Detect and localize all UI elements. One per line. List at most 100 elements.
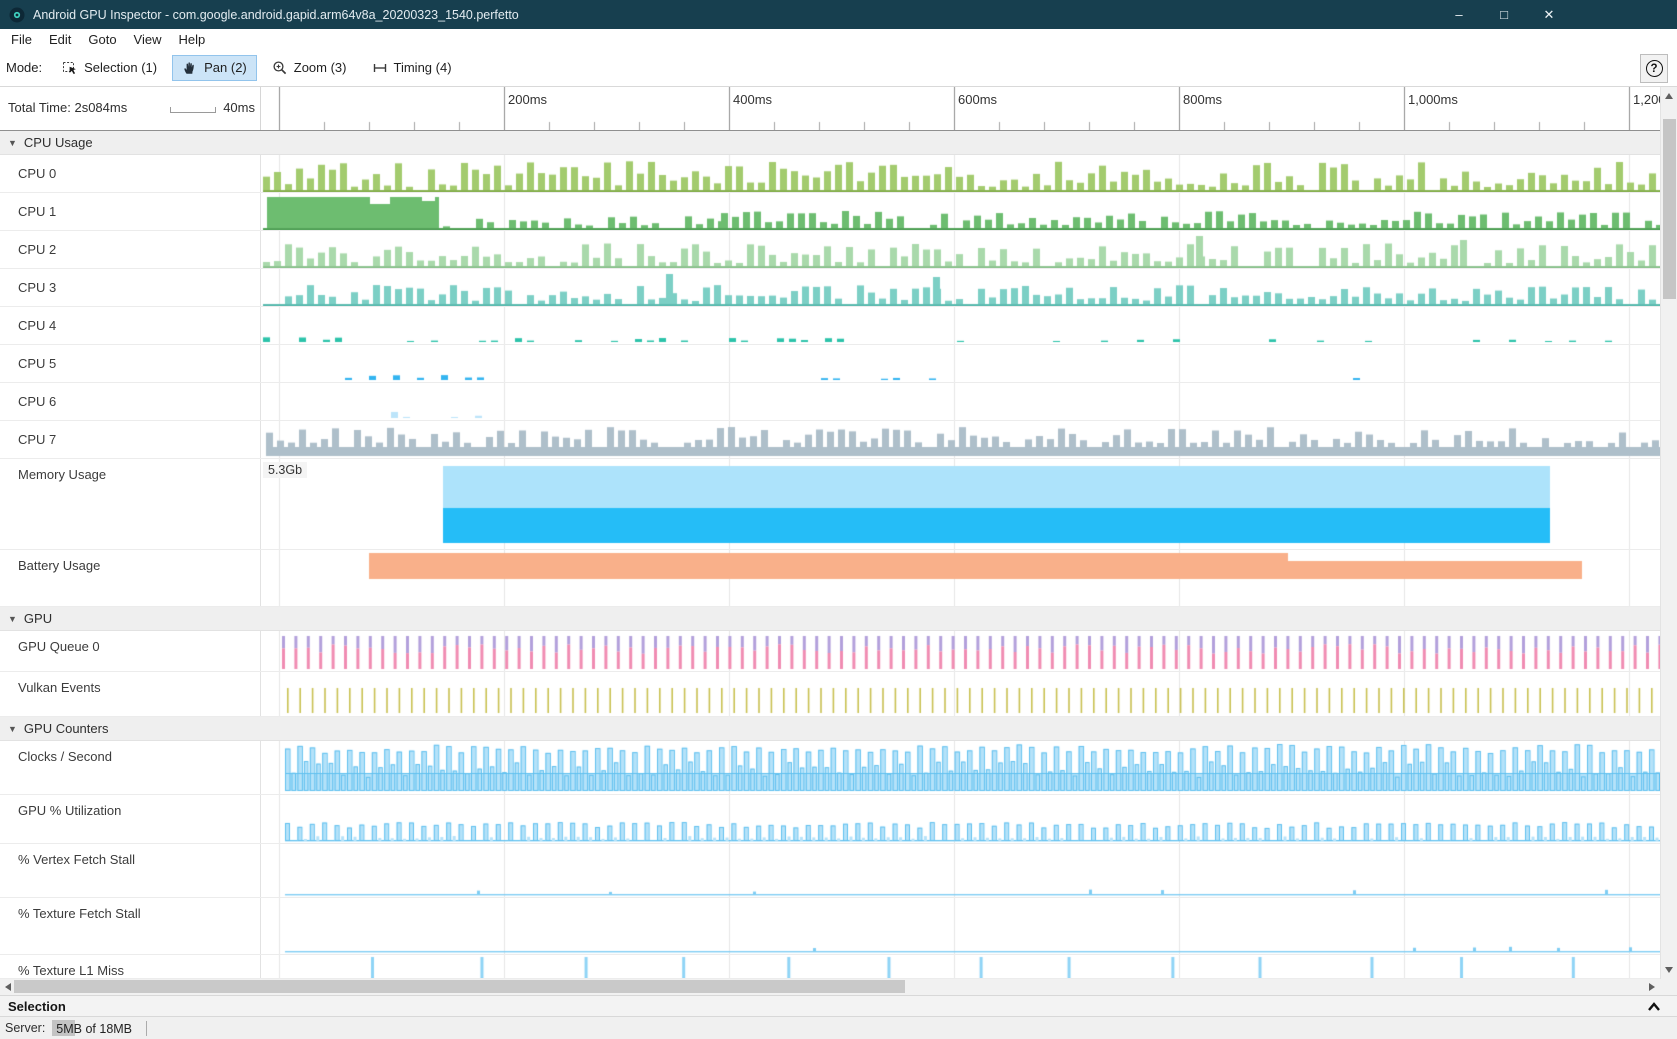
track-label-memory-usage: Memory Usage [0,459,261,549]
group-header-gpu[interactable]: ▼ GPU [0,607,1660,631]
track-row-cpu-3: CPU 3 [0,269,1660,307]
track-row-vertex-fetch-stall: % Vertex Fetch Stall [0,844,1660,898]
track-label-texture-l1-miss: % Texture L1 Miss [0,955,261,978]
track-canvas-cpu-4[interactable] [261,307,1660,344]
track-label-cpu-3: CPU 3 [0,269,261,306]
track-row-vulkan-events: Vulkan Events [0,672,1660,717]
zoom-mode-label: Zoom (3) [293,60,347,75]
track-canvas-texture-l1-miss[interactable] [261,955,1660,978]
ruler-label-600ms: 600ms [958,92,998,107]
ruler-summary: Total Time: 2s084ms 40ms [0,87,261,130]
timing-mode-label: Timing (4) [393,60,452,75]
memory-progress-fill [52,1020,75,1036]
scroll-right-icon[interactable] [1649,983,1655,991]
track-canvas-gpu-queue-0[interactable] [261,631,1660,671]
menu-edit[interactable]: Edit [48,31,72,47]
track-canvas-cpu-1[interactable] [261,193,1660,230]
track-row-battery-usage: Battery Usage [0,550,1660,607]
track-label-cpu-5: CPU 5 [0,345,261,382]
track-label-vulkan-events: Vulkan Events [0,672,261,716]
collapse-panel-icon[interactable] [1647,1000,1661,1012]
scroll-down-icon[interactable] [1665,967,1673,973]
ruler-label-800ms: 800ms [1183,92,1223,107]
collapse-arrow-icon: ▼ [8,137,17,148]
selection-mode-button[interactable]: Selection (1) [52,55,167,81]
track-row-cpu-1: CPU 1 [0,193,1660,231]
horizontal-scrollbar[interactable] [0,979,1660,995]
menu-view[interactable]: View [133,31,162,47]
track-row-cpu-5: CPU 5 [0,345,1660,383]
menubar: File Edit Goto View Help [0,29,1677,49]
scroll-left-icon[interactable] [5,983,11,991]
ruler-label-200ms: 200ms [508,92,548,107]
timing-mode-button[interactable]: Timing (4) [362,55,462,81]
memory-value-chip: 5.3Gb [263,462,308,478]
track-canvas-cpu-3[interactable] [261,269,1660,306]
track-canvas-vertex-fetch-stall[interactable] [261,844,1660,897]
scroll-up-icon[interactable] [1665,93,1673,99]
close-button[interactable]: ✕ [1543,7,1555,22]
track-canvas-gpu-utilization[interactable] [261,795,1660,843]
track-label-cpu-7: CPU 7 [0,421,261,458]
horizontal-scroll-thumb[interactable] [14,980,905,993]
track-canvas-cpu-2[interactable] [261,231,1660,268]
hand-icon [182,60,198,76]
time-ruler[interactable]: 200ms 400ms 600ms 800ms 1,000ms 1,200ms [261,87,1660,130]
server-label: Server: [5,1021,46,1035]
track-label-cpu-6: CPU 6 [0,383,261,420]
group-header-gpu-counters[interactable]: ▼ GPU Counters [0,717,1660,741]
mode-label: Mode: [6,60,43,75]
track-canvas-memory-usage[interactable] [261,459,1660,549]
track-canvas-texture-fetch-stall[interactable] [261,898,1660,954]
track-canvas-cpu-5[interactable] [261,345,1660,382]
zoom-mode-button[interactable]: Zoom (3) [262,55,357,81]
track-canvas-cpu-0[interactable] [261,155,1660,192]
selection-mode-label: Selection (1) [84,60,158,75]
collapse-arrow-icon: ▼ [8,723,17,734]
group-label-gpu-counters: GPU Counters [23,721,109,736]
track-label-vertex-fetch-stall: % Vertex Fetch Stall [0,844,261,897]
pan-mode-button[interactable]: Pan (2) [172,54,257,81]
track-row-cpu-0: CPU 0 [0,155,1660,193]
minimize-button[interactable]: – [1455,7,1463,22]
track-label-cpu-0: CPU 0 [0,155,261,192]
track-row-gpu-queue-0: GPU Queue 0 [0,631,1660,672]
track-row-cpu-4: CPU 4 [0,307,1660,345]
ruler-ticks-canvas [261,87,1660,130]
menu-goto[interactable]: Goto [88,31,117,47]
track-row-cpu-2: CPU 2 [0,231,1660,269]
server-memory-usage: 5MB of 18MB [52,1020,132,1036]
timeline-tracks: ▼ CPU Usage CPU 0 CPU 1 CPU 2 CPU 3 CPU 4 CPU 5… [0,131,1660,979]
timing-icon [372,60,388,76]
track-label-cpu-4: CPU 4 [0,307,261,344]
vertical-scroll-thumb[interactable] [1663,119,1676,299]
track-label-texture-fetch-stall: % Texture Fetch Stall [0,898,261,954]
track-canvas-cpu-6[interactable] [261,383,1660,420]
titlebar: Android GPU Inspector - com.google.andro… [0,0,1677,29]
selection-panel-header[interactable]: Selection [0,995,1677,1017]
vertical-scrollbar[interactable] [1660,87,1677,979]
track-row-texture-l1-miss: % Texture L1 Miss [0,955,1660,979]
menu-file[interactable]: File [11,31,32,47]
memory-usage-text: 5MB of 18MB [56,1022,133,1036]
zoom-icon [272,60,288,76]
track-row-cpu-6: CPU 6 [0,383,1660,421]
scrollbar-corner [1660,979,1677,995]
window-title: Android GPU Inspector - com.google.andro… [33,7,519,22]
track-canvas-battery-usage[interactable] [261,550,1660,606]
track-canvas-cpu-7[interactable] [261,421,1660,458]
menu-help[interactable]: Help [178,31,206,47]
help-button[interactable]: ? [1640,54,1668,83]
track-canvas-clocks-second[interactable] [261,741,1660,794]
maximize-button[interactable]: □ [1500,7,1508,22]
ruler-label-1-200ms: 1,200ms [1633,92,1660,107]
track-label-clocks-second: Clocks / Second [0,741,261,794]
track-label-cpu-1: CPU 1 [0,193,261,230]
track-row-clocks-second: Clocks / Second [0,741,1660,795]
track-canvas-vulkan-events[interactable] [261,672,1660,716]
group-label-gpu: GPU [23,611,53,626]
track-label-gpu-queue-0: GPU Queue 0 [0,631,261,671]
group-header-cpu-usage[interactable]: ▼ CPU Usage [0,131,1660,155]
toolbar: Mode: Selection (1) Pan (2) [0,49,1677,87]
selection-icon [62,60,78,76]
